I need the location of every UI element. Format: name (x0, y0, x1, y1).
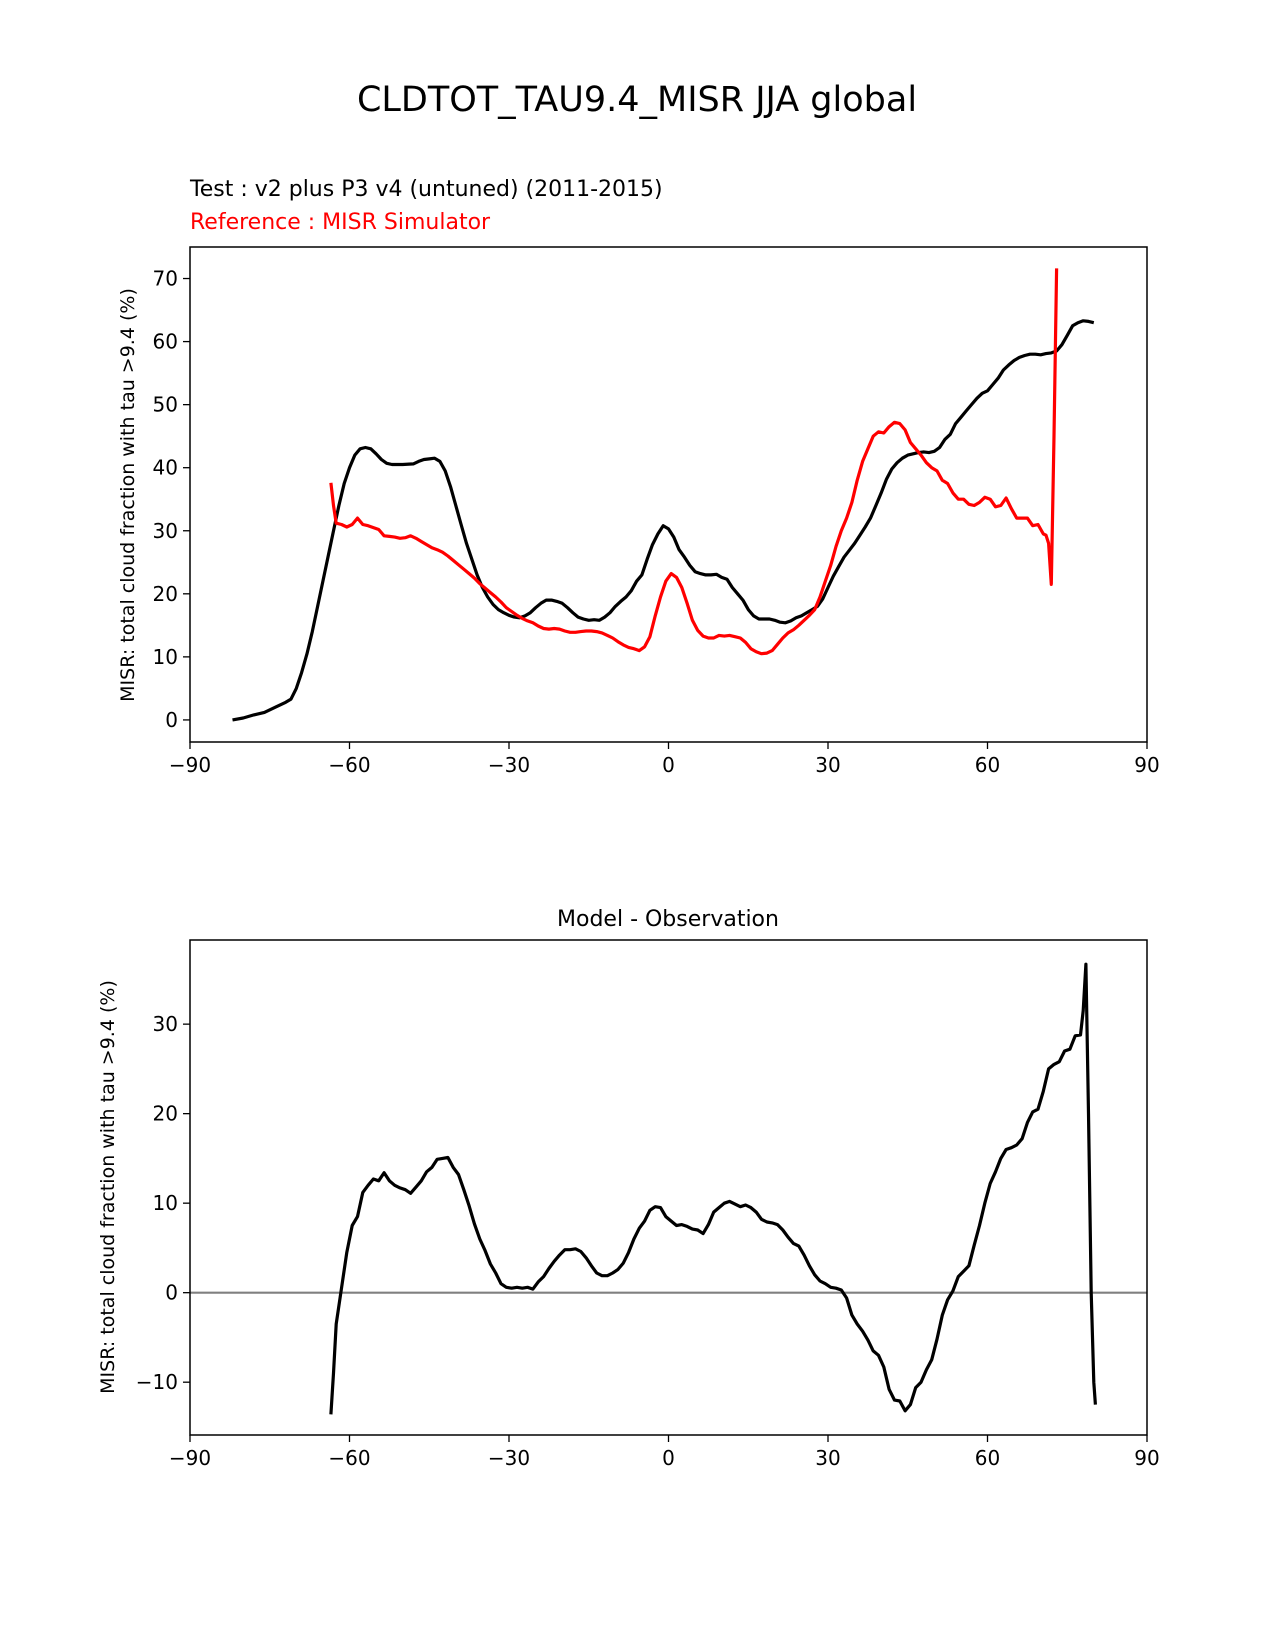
y-tick-label: 10 (153, 1191, 178, 1215)
bottom-axes-frame (189, 939, 1148, 1436)
x-tick-label: 30 (815, 753, 840, 777)
y-tick-label: −10 (136, 1370, 178, 1394)
top-chart-panel: Test : v2 plus P3 v4 (untuned) (2011-201… (117, 177, 1160, 777)
reference-label: Reference : MISR Simulator (190, 210, 491, 235)
x-tick-label: 60 (975, 753, 1000, 777)
x-tick-label: 0 (662, 753, 675, 777)
y-tick-label: 20 (153, 582, 178, 606)
y-tick-label: 0 (165, 708, 178, 732)
bottom-chart-title: Model - Observation (557, 907, 779, 932)
x-tick-label: −90 (169, 753, 211, 777)
bottom-y-axis-label: MISR: total cloud fraction with tau >9.4… (97, 980, 119, 1394)
bottom-chart-panel: Model - Observation MISR: total cloud fr… (97, 907, 1160, 1470)
x-tick-label: 90 (1134, 1446, 1159, 1470)
test-label: Test : v2 plus P3 v4 (untuned) (2011-201… (189, 177, 663, 202)
x-tick-label: −60 (328, 1446, 370, 1470)
series-line-test (232, 319, 1095, 722)
x-tick-label: −90 (169, 1446, 211, 1470)
x-tick-label: 90 (1134, 753, 1159, 777)
top-axes-frame (189, 246, 1148, 743)
x-tick-label: −30 (488, 753, 530, 777)
y-tick-label: 30 (153, 1012, 178, 1036)
x-tick-label: 0 (662, 1446, 675, 1470)
y-tick-label: 60 (153, 330, 178, 354)
x-tick-label: 30 (815, 1446, 840, 1470)
series-line-model-observation (329, 962, 1097, 1415)
x-tick-label: −60 (328, 753, 370, 777)
y-tick-label: 70 (153, 267, 178, 291)
y-tick-label: 50 (153, 393, 178, 417)
y-tick-label: 20 (153, 1102, 178, 1126)
series-line-reference (329, 268, 1059, 656)
figure-title: CLDTOT_TAU9.4_MISR JJA global (357, 80, 917, 120)
y-tick-label: 0 (165, 1281, 178, 1305)
x-tick-label: −30 (488, 1446, 530, 1470)
y-tick-label: 30 (153, 519, 178, 543)
y-tick-label: 40 (153, 456, 178, 480)
top-y-axis-label: MISR: total cloud fraction with tau >9.4… (117, 288, 139, 702)
top-plot-area: −90 −60 −30 0 30 60 90 0 10 20 30 40 50 60 70 (153, 267, 1160, 777)
y-tick-label: 10 (153, 645, 178, 669)
x-tick-label: 60 (975, 1446, 1000, 1470)
bottom-plot-area: −90 −60 −30 0 30 60 90 −10 0 10 20 30 (136, 962, 1160, 1470)
